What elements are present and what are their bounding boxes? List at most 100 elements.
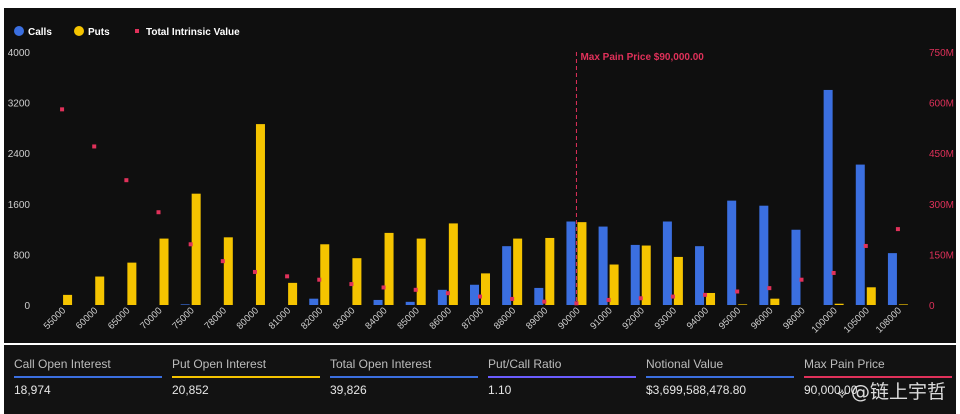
intrinsic-value-point bbox=[670, 294, 675, 299]
call-bar bbox=[727, 200, 737, 305]
x-tick-label: 81000 bbox=[267, 305, 293, 331]
x-tick-label: 89000 bbox=[524, 305, 550, 331]
x-tick-label: 80000 bbox=[235, 305, 261, 331]
stat-value: 1.10 bbox=[488, 383, 512, 397]
call-bar bbox=[855, 164, 865, 305]
intrinsic-value-point bbox=[188, 242, 193, 247]
x-tick-label: 95000 bbox=[717, 305, 743, 331]
x-tick-label: 55000 bbox=[42, 305, 68, 331]
y-right-tick-label: 0 bbox=[929, 301, 935, 312]
stat-value: 18,974 bbox=[14, 383, 51, 397]
y-left-tick-label: 1600 bbox=[8, 200, 31, 211]
call-bar bbox=[887, 253, 897, 305]
put-bar bbox=[834, 303, 844, 305]
x-tick-label: 60000 bbox=[74, 305, 100, 331]
stat-label: Max Pain Price bbox=[804, 357, 885, 371]
intrinsic-value-point bbox=[317, 277, 322, 282]
call-bar bbox=[502, 246, 512, 305]
put-bar bbox=[673, 256, 683, 305]
intrinsic-value-point bbox=[92, 144, 97, 149]
x-tick-label: 105000 bbox=[842, 305, 872, 335]
intrinsic-value-point bbox=[638, 296, 643, 301]
put-bar bbox=[159, 238, 169, 305]
put-bar bbox=[577, 222, 587, 305]
put-bar bbox=[416, 238, 426, 305]
intrinsic-value-point bbox=[767, 286, 772, 291]
put-bar bbox=[513, 238, 523, 305]
intrinsic-value-point bbox=[735, 289, 740, 294]
intrinsic-value-point bbox=[285, 274, 290, 279]
put-bar bbox=[95, 276, 105, 305]
call-bar bbox=[437, 289, 447, 305]
stat-underline bbox=[14, 376, 162, 378]
call-bar bbox=[373, 299, 383, 305]
x-tick-label: 91000 bbox=[588, 305, 614, 331]
legend-label: Calls bbox=[28, 27, 52, 38]
intrinsic-value-point bbox=[381, 285, 386, 290]
stat-put-call-ratio: Put/Call Ratio 1.10 bbox=[482, 345, 636, 414]
y-right-tick-label: 750M bbox=[929, 48, 954, 59]
x-tick-label: 86000 bbox=[428, 305, 454, 331]
put-bar bbox=[481, 273, 490, 305]
stat-label: Total Open Interest bbox=[330, 357, 432, 371]
max-pain-label: Max Pain Price $90,000.00 bbox=[580, 52, 704, 63]
stat-underline bbox=[172, 376, 320, 378]
x-tick-label: 94000 bbox=[685, 305, 711, 331]
intrinsic-value-point bbox=[606, 297, 611, 302]
put-bar bbox=[738, 304, 748, 305]
put-bar bbox=[609, 264, 619, 305]
call-bar bbox=[630, 244, 640, 305]
put-bar bbox=[384, 232, 394, 305]
x-tick-label: 84000 bbox=[363, 305, 389, 331]
put-bar bbox=[898, 304, 908, 305]
put-bar bbox=[255, 124, 265, 305]
call-bar bbox=[791, 229, 801, 305]
put-bar bbox=[448, 223, 458, 305]
stat-value: 39,826 bbox=[330, 383, 367, 397]
intrinsic-value-point bbox=[478, 294, 482, 299]
x-tick-label: 100000 bbox=[810, 305, 840, 335]
stat-max-pain-price: Max Pain Price 90,000.00 bbox=[798, 345, 952, 414]
chart-panel: 0 800 1600 2400 3200 4000 0 150M 300M 450M 600M 750… bbox=[4, 8, 956, 343]
intrinsic-value-point bbox=[124, 178, 129, 183]
y-right-tick-label: 150M bbox=[929, 250, 954, 261]
stat-notional-value: Notional Value $3,699,588,478.80 bbox=[640, 345, 794, 414]
stat-label: Notional Value bbox=[646, 357, 724, 371]
call-bar bbox=[470, 284, 479, 305]
call-bar bbox=[534, 287, 544, 305]
watermark: ⟡ @链上宇哲 bbox=[837, 377, 946, 404]
y-right-tick-label: 600M bbox=[929, 99, 954, 110]
put-bar bbox=[352, 258, 362, 305]
share-icon: ⟡ bbox=[837, 384, 847, 402]
intrinsic-value-point bbox=[831, 270, 836, 275]
y-left-tick-label: 2400 bbox=[8, 149, 31, 160]
intrinsic-value-point bbox=[445, 291, 450, 296]
y-left-tick-label: 800 bbox=[13, 250, 30, 261]
call-bar bbox=[695, 246, 705, 305]
intrinsic-value-point bbox=[349, 282, 354, 287]
open-interest-chart: 0 800 1600 2400 3200 4000 0 150M 300M 450M 600M 750… bbox=[8, 26, 954, 336]
put-bar bbox=[127, 262, 137, 305]
put-bar bbox=[545, 237, 555, 305]
x-tick-label: 87000 bbox=[460, 305, 486, 331]
legend-label: Total Intrinsic Value bbox=[146, 27, 240, 38]
put-bar bbox=[320, 244, 330, 305]
intrinsic-value-point bbox=[703, 292, 708, 297]
x-tick-label: 82000 bbox=[299, 305, 325, 331]
call-bar bbox=[405, 301, 415, 305]
y-left-tick-label: 4000 bbox=[8, 48, 31, 59]
stat-value: 90,000.00 bbox=[804, 383, 858, 397]
call-bar bbox=[662, 221, 672, 305]
stat-underline bbox=[646, 376, 794, 378]
watermark-text: @链上宇哲 bbox=[850, 381, 946, 403]
stat-call-open-interest: Call Open Interest 18,974 bbox=[8, 345, 162, 414]
intrinsic-value-point bbox=[799, 277, 804, 282]
call-bar bbox=[309, 298, 319, 305]
x-tick-label: 88000 bbox=[492, 305, 518, 331]
call-bar bbox=[759, 205, 769, 305]
intrinsic-value-point bbox=[542, 299, 547, 304]
legend-swatch bbox=[14, 26, 24, 36]
put-bar bbox=[706, 292, 716, 305]
put-bar bbox=[641, 245, 651, 305]
x-tick-label: 96000 bbox=[749, 305, 775, 331]
